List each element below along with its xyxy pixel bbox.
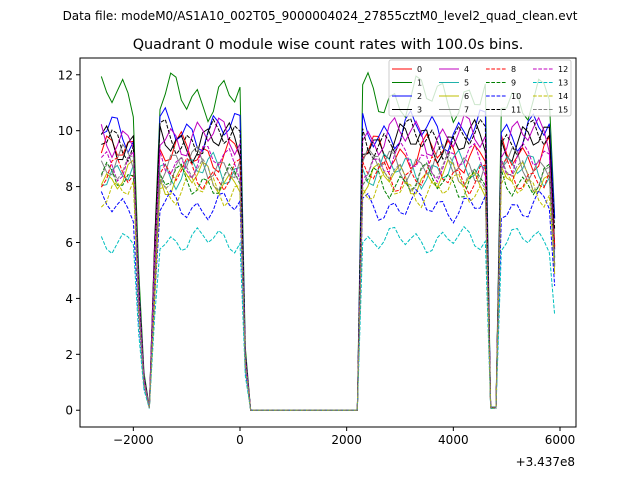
y-tick-label: 10 (58, 124, 73, 138)
x-tick-label: 4000 (438, 433, 469, 447)
legend-frame (388, 59, 572, 117)
y-tick-label: 2 (65, 348, 73, 362)
y-tick-label: 8 (65, 180, 73, 194)
legend-label-13: 13 (558, 79, 568, 88)
x-tick-label: 6000 (545, 433, 576, 447)
legend-label-5: 5 (464, 79, 469, 88)
series-line-15 (100, 152, 556, 411)
series-layer (100, 71, 556, 411)
x-tick-label: −2000 (113, 433, 154, 447)
figure-suptitle: Data file: modeM0/AS1A10_002T05_90000040… (63, 9, 578, 23)
y-axis: 0 2 4 6 8 10 12 (58, 68, 80, 418)
legend-label-4: 4 (464, 65, 469, 74)
legend-label-14: 14 (558, 92, 568, 101)
y-tick-label: 12 (58, 68, 73, 82)
x-tick-label: 2000 (331, 433, 362, 447)
y-tick-label: 0 (65, 404, 73, 418)
legend-label-3: 3 (417, 106, 422, 115)
legend-label-12: 12 (558, 65, 568, 74)
x-axis: −2000 0 2000 4000 6000 (113, 427, 575, 447)
legend-label-8: 8 (511, 65, 516, 74)
legend-label-15: 15 (558, 106, 568, 115)
legend-label-1: 1 (417, 79, 422, 88)
legend-label-2: 2 (417, 92, 422, 101)
legend-label-10: 10 (511, 92, 521, 101)
legend-label-9: 9 (511, 79, 516, 88)
x-offset-label: +3.437e8 (516, 455, 575, 469)
legend-label-0: 0 (417, 65, 422, 74)
plot-area (80, 58, 576, 427)
series-line-8 (100, 155, 556, 411)
series-line-14 (100, 170, 556, 411)
y-tick-label: 4 (65, 292, 73, 306)
legend-label-6: 6 (464, 92, 469, 101)
legend-label-7: 7 (464, 106, 469, 115)
series-line-10 (100, 188, 556, 411)
y-tick-label: 6 (65, 236, 73, 250)
legend-label-11: 11 (511, 106, 521, 115)
series-line-9 (100, 161, 556, 411)
x-tick-label: 0 (236, 433, 244, 447)
chart-title: Quadrant 0 module wise count rates with … (133, 37, 524, 53)
